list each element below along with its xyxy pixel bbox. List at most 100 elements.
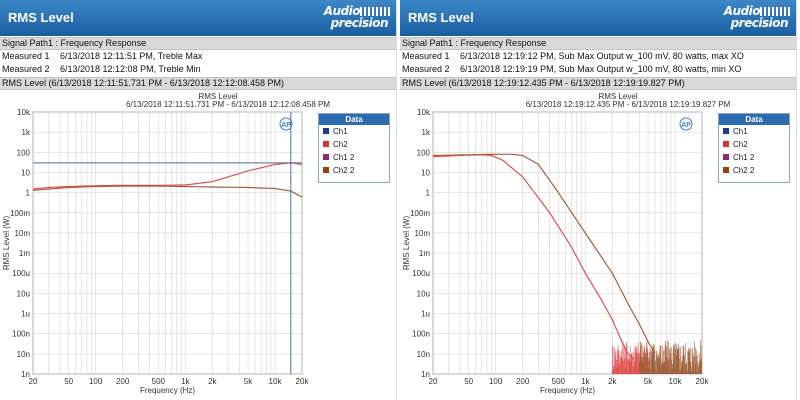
- x-tick-label: 200: [516, 377, 530, 386]
- legend-label: Ch1: [333, 127, 348, 136]
- swatch-ch1-2: [723, 154, 729, 160]
- y-tick-label: 10: [21, 168, 30, 177]
- measurement-label: Measured 1: [2, 51, 50, 61]
- y-tick-label: 100n: [412, 330, 430, 339]
- y-tick-label: 10m: [414, 229, 430, 238]
- measurement-label: Measured 2: [2, 64, 50, 74]
- swatch-ch2: [723, 141, 729, 147]
- ap-icon-text: AP: [681, 122, 691, 129]
- y-tick-label: 1: [26, 189, 31, 198]
- measurement-label: Measured 2: [402, 64, 450, 74]
- x-axis-label: Frequency (Hz): [540, 386, 595, 395]
- legend-item-ch2[interactable]: Ch2: [319, 138, 389, 151]
- legend-label: Ch1 2: [333, 153, 355, 162]
- legend-item-ch2-2[interactable]: Ch2 2: [719, 164, 789, 177]
- grid: [32, 111, 303, 375]
- x-tick-label: 20k: [296, 377, 310, 386]
- title-bar: RMS Level Audio precision: [0, 0, 396, 36]
- legend-item-ch1-2[interactable]: Ch1 2: [319, 151, 389, 164]
- measurement-row-2: Measured 2 6/13/2018 12:19:19 PM, Sub Ma…: [400, 63, 796, 76]
- legend-item-ch1-2[interactable]: Ch1 2: [719, 151, 789, 164]
- y-tick-label: 1u: [421, 310, 430, 319]
- x-tick-label: 500: [552, 377, 566, 386]
- rms-level-chart-right[interactable]: 20 50 100 200 500 1k 2k 5k 10k 20k 10k 1k 100 10 1 100m…: [400, 108, 797, 400]
- audio-precision-logo: Audio precision: [300, 4, 390, 32]
- legend-label: Ch2 2: [333, 166, 355, 175]
- legend-item-ch1[interactable]: Ch1: [719, 125, 789, 138]
- y-tick-label: 10n: [417, 350, 430, 359]
- measurement-row-1: Measured 1 6/13/2018 12:11:51 PM, Treble…: [0, 50, 396, 63]
- x-tick-label: 20: [429, 377, 438, 386]
- y-tick-label: 10n: [17, 350, 30, 359]
- legend-item-ch2[interactable]: Ch2: [719, 138, 789, 151]
- plot-area: [32, 111, 303, 375]
- x-tick-label: 20: [29, 377, 38, 386]
- signal-path-header: Signal Path1 : Frequency Response: [400, 37, 796, 50]
- x-tick-label: 2k: [608, 377, 617, 386]
- ap-icon: [279, 117, 293, 131]
- x-tick-label: 50: [64, 377, 73, 386]
- x-axis-label: Frequency (Hz): [140, 386, 195, 395]
- chart-subtitle: 6/13/2018 12:11:51.731 PM - 6/13/2018 12…: [125, 100, 330, 109]
- y-tick-label: 100: [417, 148, 431, 157]
- left-panel: RMS Level Audio precision Signal Path1 :…: [0, 0, 397, 400]
- y-tick-label: 10m: [14, 229, 30, 238]
- chart-subtitle: 6/13/2018 12:19:12.435 PM - 6/13/2018 12…: [525, 100, 731, 109]
- x-tick-label: 10k: [669, 377, 683, 386]
- measurement-value: 6/13/2018 12:19:12 PM, Sub Max Output w_…: [460, 51, 744, 61]
- ap-icon-text: AP: [281, 122, 291, 129]
- legend-label: Ch1 2: [733, 153, 755, 162]
- series-line: [32, 162, 303, 190]
- rms-level-chart-left[interactable]: 20 50 100 200 500 1k 2k 5k 10k 20k 10k 1k 100 10 1 100m…: [0, 108, 397, 400]
- x-tick-label: 200: [116, 377, 130, 386]
- legend-item-ch2-2[interactable]: Ch2 2: [319, 164, 389, 177]
- y-tick-label: 1n: [421, 370, 430, 379]
- legend-label: Ch2 2: [733, 166, 755, 175]
- y-tick-label: 10k: [17, 108, 31, 117]
- y-tick-label: 100m: [410, 209, 430, 218]
- legend-title: Data: [719, 114, 789, 125]
- logo-text-1: Audio: [723, 4, 761, 18]
- y-tick-label: 10: [421, 168, 430, 177]
- x-tick-label: 20k: [696, 377, 710, 386]
- logo-text-2: precision: [330, 16, 389, 30]
- y-tick-label: 1u: [21, 310, 30, 319]
- chart-title: RMS Level: [598, 92, 638, 101]
- audio-precision-logo: Audio precision: [700, 4, 790, 32]
- y-tick-label: 100u: [412, 269, 430, 278]
- y-tick-label: 100u: [12, 269, 30, 278]
- swatch-ch2: [323, 141, 329, 147]
- y-tick-label: 100n: [12, 330, 30, 339]
- y-tick-label: 100: [17, 148, 31, 157]
- y-axis-label: RMS Level (W): [2, 216, 11, 271]
- measurement-row-1: Measured 1 6/13/2018 12:19:12 PM, Sub Ma…: [400, 50, 796, 63]
- y-tick-label: 10u: [17, 289, 30, 298]
- rms-level-header: RMS Level (6/13/2018 12:11:51.731 PM - 6…: [0, 77, 396, 90]
- legend-title: Data: [319, 114, 389, 125]
- logo-text-1: Audio: [323, 4, 361, 18]
- panel-title: RMS Level: [408, 10, 474, 25]
- logo-text-2: precision: [730, 16, 789, 30]
- measurement-value: 6/13/2018 12:11:51 PM, Treble Max: [60, 51, 203, 61]
- title-bar: RMS Level Audio precision: [400, 0, 796, 36]
- x-tick-label: 1k: [581, 377, 590, 386]
- chart-title: RMS Level: [198, 92, 238, 101]
- y-tick-label: 10k: [417, 108, 431, 117]
- legend-label: Ch1: [733, 127, 748, 136]
- noise-floor: [639, 339, 703, 374]
- legend-item-ch1[interactable]: Ch1: [319, 125, 389, 138]
- x-tick-label: 50: [464, 377, 473, 386]
- series-line: [433, 153, 656, 355]
- x-tick-label: 5k: [244, 377, 253, 386]
- y-tick-label: 1k: [22, 128, 31, 137]
- right-panel: RMS Level Audio precision Signal Path1 :…: [400, 0, 797, 400]
- measurement-row-2: Measured 2 6/13/2018 12:12:08 PM, Treble…: [0, 63, 396, 76]
- logo-bars-icon: [360, 7, 390, 16]
- legend-label: Ch2: [733, 140, 748, 149]
- panel-title: RMS Level: [8, 10, 74, 25]
- measurement-value: 6/13/2018 12:19:19 PM, Sub Max Output w_…: [460, 64, 742, 74]
- y-tick-label: 100m: [10, 209, 30, 218]
- swatch-ch2-2: [723, 167, 729, 173]
- x-tick-label: 10k: [269, 377, 283, 386]
- x-tick-label: 5k: [644, 377, 653, 386]
